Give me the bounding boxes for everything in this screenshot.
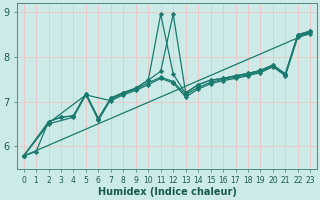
X-axis label: Humidex (Indice chaleur): Humidex (Indice chaleur) (98, 187, 236, 197)
